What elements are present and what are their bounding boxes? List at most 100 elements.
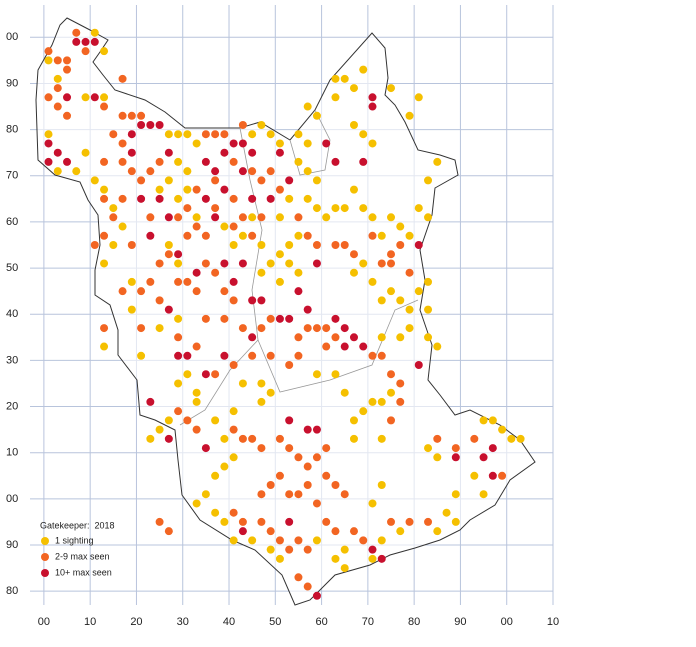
record-dot	[137, 111, 146, 120]
record-dot	[312, 370, 321, 379]
record-dot	[248, 296, 257, 305]
record-dot	[229, 425, 238, 434]
record-dot	[349, 268, 358, 277]
record-dot	[424, 333, 433, 342]
record-dot	[44, 47, 53, 56]
y-tick-label: 00	[6, 493, 18, 505]
record-dot	[414, 287, 423, 296]
record-dot	[303, 582, 312, 591]
record-dot	[174, 379, 183, 388]
record-dot	[368, 213, 377, 222]
record-dot	[359, 536, 368, 545]
record-dot	[53, 84, 62, 93]
record-dot	[118, 111, 127, 120]
x-tick-label: 00	[38, 616, 50, 628]
record-dot	[294, 130, 303, 139]
record-dot	[238, 517, 247, 526]
record-dot	[81, 37, 90, 46]
record-dot	[285, 194, 294, 203]
record-dot	[368, 499, 377, 508]
record-dot	[220, 517, 229, 526]
record-dot	[349, 333, 358, 342]
record-dot	[164, 213, 173, 222]
x-tick-label: 60	[315, 616, 327, 628]
record-dot	[414, 361, 423, 369]
record-dot	[303, 545, 312, 554]
record-dot	[220, 185, 229, 194]
record-dot	[275, 185, 284, 194]
record-dot	[396, 527, 405, 536]
record-dot	[137, 324, 146, 333]
record-dot	[164, 527, 173, 536]
record-dot	[127, 277, 136, 286]
record-dot	[405, 305, 414, 314]
record-dot	[238, 231, 247, 240]
record-dot	[275, 314, 284, 323]
record-dot	[303, 324, 312, 333]
record-dot	[201, 157, 210, 166]
record-dot	[340, 204, 349, 213]
record-dot	[164, 416, 173, 425]
legend-swatch	[41, 537, 49, 545]
record-dot	[396, 296, 405, 305]
record-dot	[340, 388, 349, 397]
record-dot	[211, 508, 220, 517]
record-dot	[118, 222, 127, 231]
record-dot	[377, 296, 386, 305]
record-dot	[118, 139, 127, 148]
record-dot	[164, 241, 173, 249]
record-dot	[220, 259, 229, 268]
record-dot	[81, 148, 90, 157]
record-dot	[405, 324, 414, 333]
record-dot	[183, 351, 192, 360]
legend-swatch	[41, 553, 49, 561]
record-dot	[183, 370, 192, 379]
record-dot	[127, 167, 136, 176]
record-dot	[331, 241, 340, 249]
record-dot	[479, 490, 488, 499]
record-dot	[100, 324, 109, 333]
record-dot	[322, 471, 331, 480]
record-dot	[164, 176, 173, 185]
record-dot	[137, 351, 146, 360]
record-dot	[294, 231, 303, 240]
record-dot	[248, 194, 257, 203]
record-dot	[331, 157, 340, 166]
record-dot	[285, 545, 294, 554]
record-dot	[164, 434, 173, 443]
record-dot	[44, 157, 53, 166]
record-dot	[266, 351, 275, 360]
record-dot	[229, 407, 238, 416]
record-dot	[275, 213, 284, 222]
record-dot	[118, 194, 127, 203]
record-dot	[220, 434, 229, 443]
record-dot	[275, 434, 284, 443]
record-dot	[155, 259, 164, 268]
record-dot	[183, 167, 192, 176]
record-dot	[377, 351, 386, 360]
record-dot	[396, 397, 405, 406]
record-dot	[63, 65, 72, 74]
record-dot	[90, 93, 99, 102]
record-dot	[488, 416, 497, 425]
record-dot	[368, 545, 377, 554]
record-dot	[433, 453, 442, 462]
record-dot	[368, 102, 377, 111]
record-dot	[238, 379, 247, 388]
record-dot	[229, 508, 238, 517]
record-dot	[331, 527, 340, 536]
record-dot	[303, 139, 312, 148]
record-dot	[137, 287, 146, 296]
record-dot	[201, 444, 210, 453]
record-dot	[127, 148, 136, 157]
record-dot	[100, 342, 109, 351]
record-dot	[211, 167, 220, 176]
record-dot	[396, 241, 405, 249]
record-dot	[451, 444, 460, 453]
record-dot	[266, 388, 275, 397]
record-dot	[248, 351, 257, 360]
record-dot	[349, 121, 358, 129]
record-dot	[53, 148, 62, 157]
record-dot	[174, 130, 183, 139]
